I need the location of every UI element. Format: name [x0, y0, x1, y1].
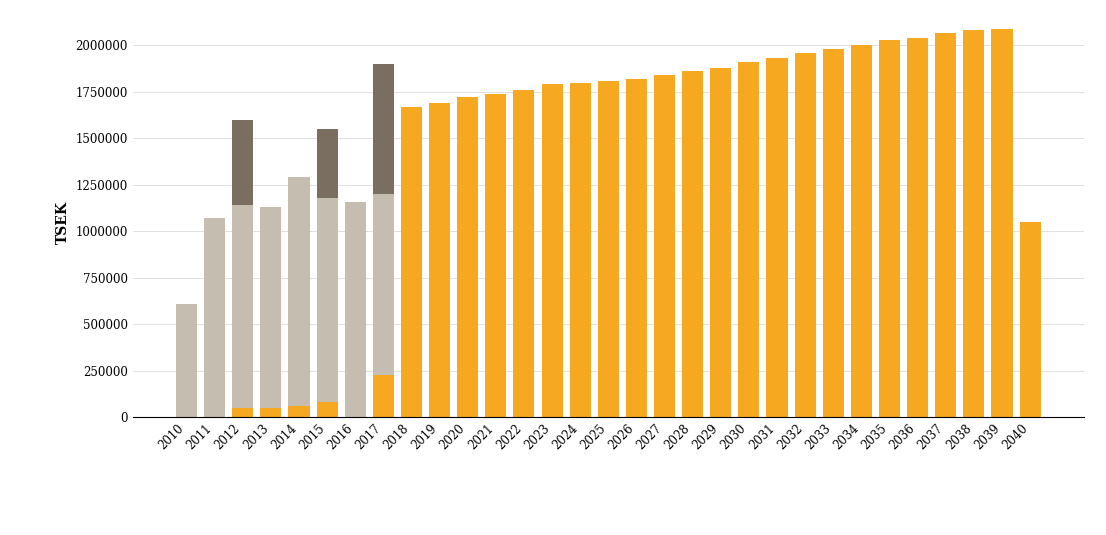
Bar	[232, 120, 253, 205]
Bar	[260, 207, 281, 408]
Bar	[570, 82, 591, 417]
Bar	[851, 45, 872, 417]
Bar	[654, 75, 675, 417]
Bar	[597, 81, 619, 417]
Bar	[373, 194, 394, 374]
Bar	[963, 30, 984, 417]
Bar	[486, 94, 507, 417]
Bar	[400, 106, 422, 417]
Bar	[289, 406, 310, 417]
Bar	[794, 53, 816, 417]
Bar	[907, 38, 928, 417]
Bar	[373, 374, 394, 417]
Bar	[260, 408, 281, 417]
Bar	[823, 49, 844, 417]
Bar	[373, 64, 394, 194]
Bar	[316, 129, 337, 198]
Bar	[232, 408, 253, 417]
Bar	[316, 402, 337, 417]
Bar	[542, 85, 563, 417]
Bar	[345, 202, 366, 417]
Bar	[936, 33, 957, 417]
Bar	[682, 71, 703, 417]
Bar	[879, 40, 900, 417]
Y-axis label: TSEK: TSEK	[56, 201, 70, 243]
Bar	[316, 198, 337, 402]
Bar	[513, 90, 534, 417]
Bar	[176, 304, 197, 417]
Bar	[457, 97, 478, 417]
Bar	[739, 62, 760, 417]
Bar	[626, 79, 647, 417]
Bar	[991, 28, 1012, 417]
Bar	[289, 178, 310, 406]
Bar	[766, 58, 787, 417]
Bar	[232, 205, 253, 408]
Bar	[205, 218, 226, 417]
Bar	[710, 67, 731, 417]
Bar	[429, 103, 450, 417]
Bar	[1020, 222, 1041, 417]
